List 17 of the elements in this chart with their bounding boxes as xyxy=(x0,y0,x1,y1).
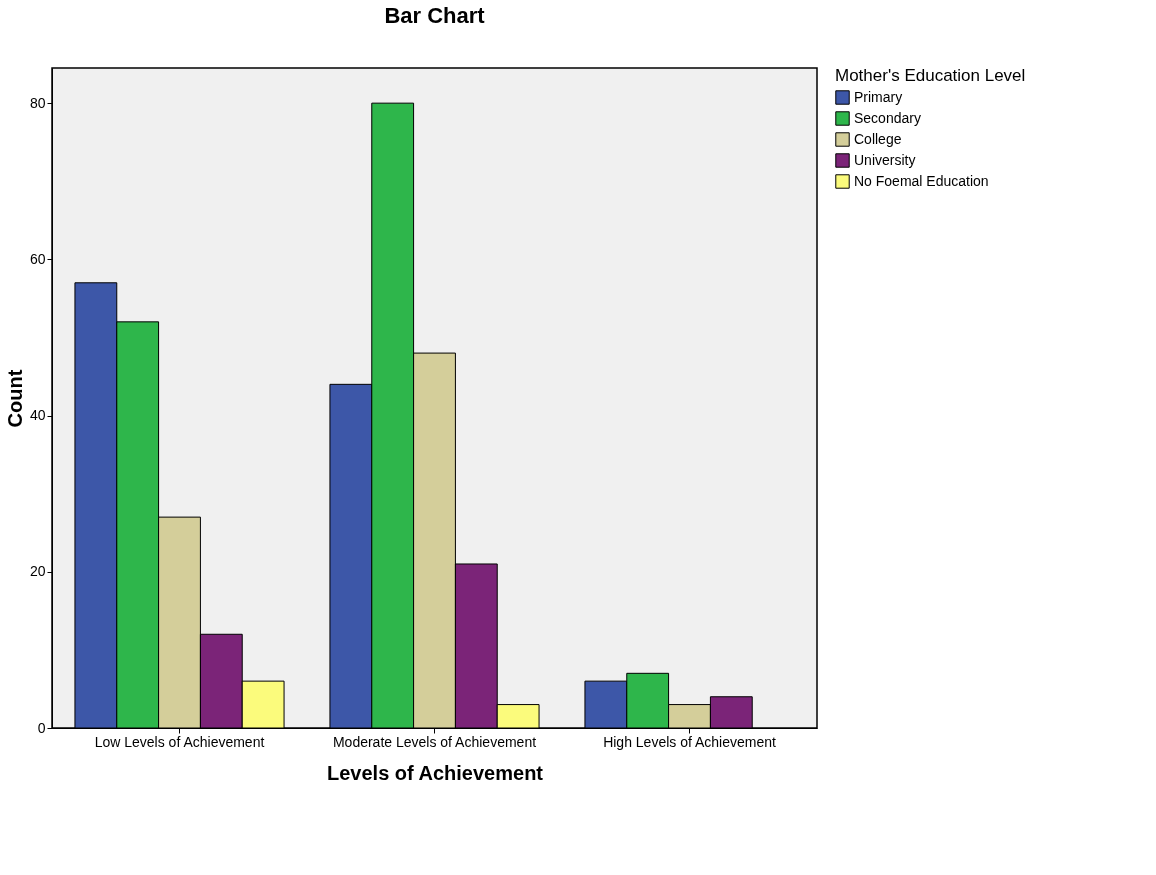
legend-label: College xyxy=(854,130,902,147)
y-axis-title: Count xyxy=(3,369,26,428)
x-tick-label: Moderate Levels of Achievement xyxy=(332,733,537,750)
y-tick-label: 20 xyxy=(29,563,46,580)
legend-label: No Foemal Education xyxy=(854,172,989,189)
y-tick-label: 0 xyxy=(37,719,46,736)
y-tick-label: 60 xyxy=(29,250,46,267)
x-tick-label: High Levels of Achievement xyxy=(603,733,776,750)
x-tick-label: Low Levels of Achievement xyxy=(94,733,265,750)
legend-label: Primary xyxy=(854,88,903,105)
y-tick-label: 40 xyxy=(29,407,46,424)
legend-label: Secondary xyxy=(854,109,921,126)
x-axis-title: Levels of Achievement xyxy=(326,761,544,784)
y-tick-label: 80 xyxy=(29,94,46,111)
legend-title: Mother's Education Level xyxy=(835,66,1026,85)
chart-title: Bar Chart xyxy=(384,3,486,28)
legend-label: University xyxy=(854,151,916,168)
